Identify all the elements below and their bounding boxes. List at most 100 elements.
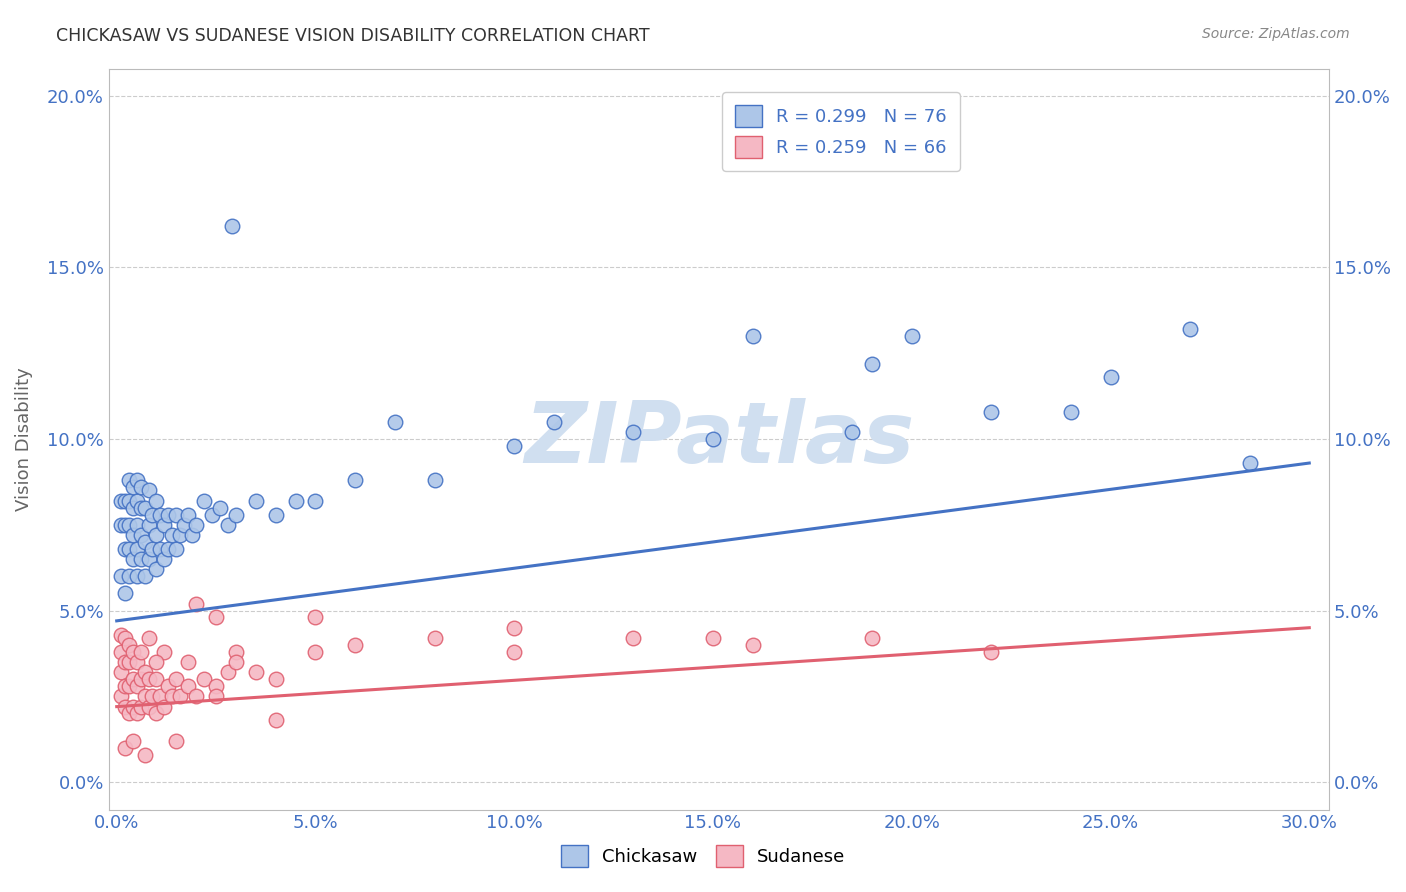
Legend: Chickasaw, Sudanese: Chickasaw, Sudanese — [554, 838, 852, 874]
Point — [702, 631, 724, 645]
Text: ZIPatlas: ZIPatlas — [524, 398, 914, 481]
Point — [121, 552, 143, 566]
Point — [141, 690, 163, 704]
Point — [284, 493, 307, 508]
Point — [860, 357, 883, 371]
Point — [117, 517, 139, 532]
Point — [145, 493, 167, 508]
Point — [344, 638, 367, 652]
Point — [110, 627, 132, 641]
Point — [117, 473, 139, 487]
Point — [134, 690, 156, 704]
Point — [110, 517, 132, 532]
Point — [114, 679, 136, 693]
Point — [138, 699, 160, 714]
Point — [217, 517, 239, 532]
Point — [177, 679, 200, 693]
Point — [145, 562, 167, 576]
Point — [149, 508, 172, 522]
Point — [181, 528, 204, 542]
Point — [186, 517, 208, 532]
Point — [165, 508, 187, 522]
Point — [162, 690, 184, 704]
Point — [117, 569, 139, 583]
Point — [125, 569, 148, 583]
Text: Source: ZipAtlas.com: Source: ZipAtlas.com — [1202, 27, 1350, 41]
Point — [157, 508, 180, 522]
Point — [193, 672, 215, 686]
Point — [623, 631, 645, 645]
Point — [980, 645, 1002, 659]
Point — [125, 655, 148, 669]
Point — [134, 500, 156, 515]
Point — [186, 597, 208, 611]
Point — [177, 655, 200, 669]
Point — [125, 517, 148, 532]
Point — [110, 690, 132, 704]
Point — [114, 740, 136, 755]
Point — [157, 541, 180, 556]
Point — [165, 541, 187, 556]
Point — [129, 645, 152, 659]
Point — [503, 645, 526, 659]
Point — [125, 473, 148, 487]
Point — [145, 672, 167, 686]
Point — [117, 493, 139, 508]
Point — [141, 508, 163, 522]
Point — [165, 734, 187, 748]
Point — [110, 569, 132, 583]
Point — [138, 517, 160, 532]
Point — [129, 528, 152, 542]
Point — [114, 655, 136, 669]
Point — [304, 645, 326, 659]
Point — [121, 699, 143, 714]
Point — [209, 500, 232, 515]
Point — [1060, 404, 1083, 418]
Point — [153, 517, 176, 532]
Point — [304, 610, 326, 624]
Point — [205, 690, 228, 704]
Point — [702, 432, 724, 446]
Y-axis label: Vision Disability: Vision Disability — [15, 368, 32, 511]
Point — [117, 706, 139, 721]
Point — [134, 569, 156, 583]
Point — [900, 329, 922, 343]
Point — [153, 552, 176, 566]
Point — [225, 655, 247, 669]
Point — [264, 672, 287, 686]
Point — [129, 699, 152, 714]
Point — [157, 679, 180, 693]
Point — [110, 493, 132, 508]
Point — [149, 541, 172, 556]
Point — [117, 655, 139, 669]
Point — [217, 665, 239, 680]
Point — [138, 631, 160, 645]
Point — [141, 541, 163, 556]
Point — [205, 610, 228, 624]
Point — [153, 699, 176, 714]
Point — [173, 517, 195, 532]
Point — [121, 500, 143, 515]
Point — [177, 508, 200, 522]
Text: CHICKASAW VS SUDANESE VISION DISABILITY CORRELATION CHART: CHICKASAW VS SUDANESE VISION DISABILITY … — [56, 27, 650, 45]
Point — [245, 493, 267, 508]
Point — [344, 473, 367, 487]
Point — [503, 621, 526, 635]
Point — [225, 645, 247, 659]
Point — [129, 480, 152, 494]
Point — [201, 508, 224, 522]
Point — [145, 655, 167, 669]
Point — [193, 493, 215, 508]
Point — [264, 714, 287, 728]
Point — [110, 665, 132, 680]
Point — [225, 508, 247, 522]
Point — [860, 631, 883, 645]
Point — [134, 665, 156, 680]
Point — [121, 528, 143, 542]
Point — [149, 690, 172, 704]
Point — [1099, 370, 1122, 384]
Point — [121, 734, 143, 748]
Point — [117, 541, 139, 556]
Point — [125, 541, 148, 556]
Point — [423, 631, 446, 645]
